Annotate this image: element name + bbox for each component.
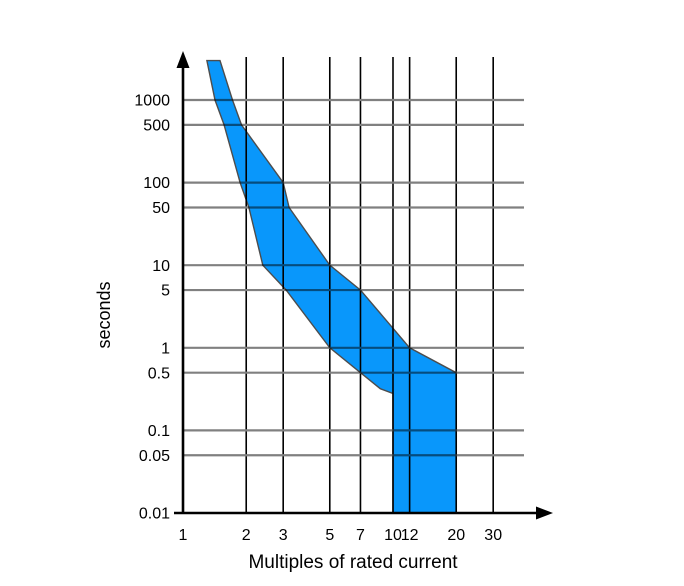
- x-tick-label-2: 2: [242, 527, 251, 544]
- x-tick-label-12: 12: [401, 527, 419, 544]
- y-tick-label-0.1: 0.1: [148, 423, 170, 440]
- y-tick-label-100: 100: [143, 175, 170, 192]
- x-axis-arrow-icon: [536, 506, 553, 520]
- y-axis-title: seconds: [94, 281, 114, 348]
- y-tick-label-1: 1: [161, 340, 170, 357]
- x-tick-label-5: 5: [325, 527, 334, 544]
- y-tick-label-5: 5: [161, 283, 170, 300]
- x-tick-label-10: 10: [384, 527, 402, 544]
- y-tick-label-0.5: 0.5: [148, 365, 170, 382]
- y-tick-label-50: 50: [152, 200, 170, 217]
- y-tick-label-10: 10: [152, 258, 170, 275]
- gridline-layer: [183, 57, 524, 513]
- x-tick-label-7: 7: [356, 527, 365, 544]
- x-tick-label-20: 20: [447, 527, 465, 544]
- y-tick-label-1000: 1000: [134, 93, 170, 110]
- y-tick-label-500: 500: [143, 117, 170, 134]
- x-axis-title: Multiples of rated current: [248, 552, 458, 573]
- trip-band-layer: [206, 59, 457, 514]
- y-axis-arrow-icon: [176, 51, 190, 68]
- y-tick-label-0.05: 0.05: [139, 448, 170, 465]
- x-tick-label-3: 3: [279, 527, 288, 544]
- y-tick-label-0.01: 0.01: [139, 506, 170, 523]
- trip-band: [206, 59, 457, 514]
- axes-layer: [174, 51, 553, 520]
- x-tick-label-30: 30: [484, 527, 502, 544]
- x-tick-label-1: 1: [179, 527, 188, 544]
